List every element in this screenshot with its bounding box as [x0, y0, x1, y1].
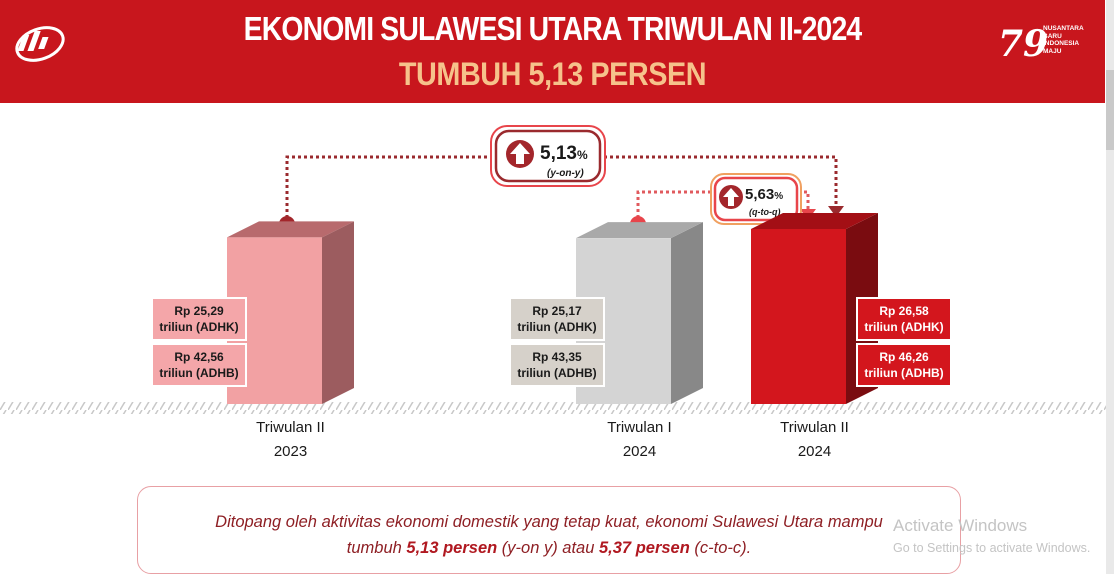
- activate-windows-title: Activate Windows: [893, 516, 1028, 535]
- yoy-value: 5,13: [540, 143, 577, 164]
- qtq-label: (q-to-q): [749, 207, 780, 217]
- bar-top-1: [576, 222, 703, 239]
- category-label-0: Triwulan II: [256, 419, 325, 436]
- adhk-label-value-0: Rp 25,29: [174, 304, 224, 318]
- svg-text:79: 79: [998, 23, 1048, 65]
- hut-ri-79-logo-icon: 79: [998, 23, 1048, 65]
- svg-text:5,63%: 5,63%: [745, 186, 783, 203]
- adhb-label-box-1: [509, 343, 605, 387]
- window-edge: [1106, 0, 1114, 574]
- bar-top-0: [227, 221, 354, 238]
- logo-right-text: NUSANTARA BARU INDONESIA MAJU: [1043, 25, 1084, 55]
- adhb-label-value-1: Rp 43,35: [532, 350, 582, 364]
- adhk-label-unit-2: triliun (ADHK): [864, 320, 943, 334]
- yoy-arrow-icon: [828, 206, 844, 217]
- adhb-label-value-0: Rp 42,56: [174, 350, 224, 364]
- qtq-value: 5,63: [745, 186, 774, 203]
- adhb-label-box-2: [856, 343, 952, 387]
- adhb-label-unit-1: triliun (ADHB): [517, 366, 596, 380]
- category-year-0: 2023: [274, 443, 307, 460]
- ground-line: [0, 402, 1106, 414]
- adhk-label-box-0: [151, 297, 247, 341]
- header-banner: EKONOMI SULAWESI UTARA TRIWULAN II-2024 …: [0, 0, 1105, 103]
- bar-side-0: [322, 221, 354, 404]
- adhb-label-unit-0: triliun (ADHB): [159, 366, 238, 380]
- qtq-badge: 5,63% (q-to-q): [710, 173, 802, 225]
- summary-box: Ditopang oleh aktivitas ekonomi domestik…: [137, 486, 961, 574]
- adhb-label-value-2: Rp 46,26: [879, 350, 929, 364]
- category-year-1: 2024: [623, 443, 656, 460]
- category-year-2: 2024: [798, 443, 831, 460]
- adhk-label-unit-0: triliun (ADHK): [159, 320, 238, 334]
- svg-text:5,13%: 5,13%: [540, 143, 588, 164]
- category-label-2: Triwulan II: [780, 419, 849, 436]
- gdp-bar-chart: 5,13% (y-on-y) 5,63% (q-to-q) Rp 25,29 tr…: [0, 125, 1106, 460]
- bar-top-2: [751, 213, 878, 229]
- page-title: EKONOMI SULAWESI UTARA TRIWULAN II-2024: [243, 10, 863, 47]
- yoy-label: (y-on-y): [547, 168, 584, 179]
- activate-windows-hint[interactable]: Go to Settings to activate Windows.: [893, 541, 1091, 555]
- summary-text: Ditopang oleh aktivitas ekonomi domestik…: [215, 513, 883, 557]
- adhk-label-unit-1: triliun (ADHK): [517, 320, 596, 334]
- adhk-label-box-1: [509, 297, 605, 341]
- bar-side-1: [671, 222, 703, 404]
- page-subtitle: TUMBUH 5,13 PERSEN: [398, 56, 707, 92]
- bps-logo-icon: [15, 26, 65, 62]
- bar-2: [751, 229, 846, 404]
- bars-layer: Rp 25,29 triliun (ADHK) Rp 42,56 triliun (A…: [151, 213, 952, 460]
- adhk-label-box-2: [856, 297, 952, 341]
- yoy-badge: 5,13% (y-on-y): [490, 125, 606, 187]
- adhb-label-unit-2: triliun (ADHB): [864, 366, 943, 380]
- adhk-label-value-2: Rp 26,58: [879, 304, 929, 318]
- adhb-label-box-0: [151, 343, 247, 387]
- category-label-1: Triwulan I: [607, 419, 671, 436]
- adhk-label-value-1: Rp 25,17: [532, 304, 582, 318]
